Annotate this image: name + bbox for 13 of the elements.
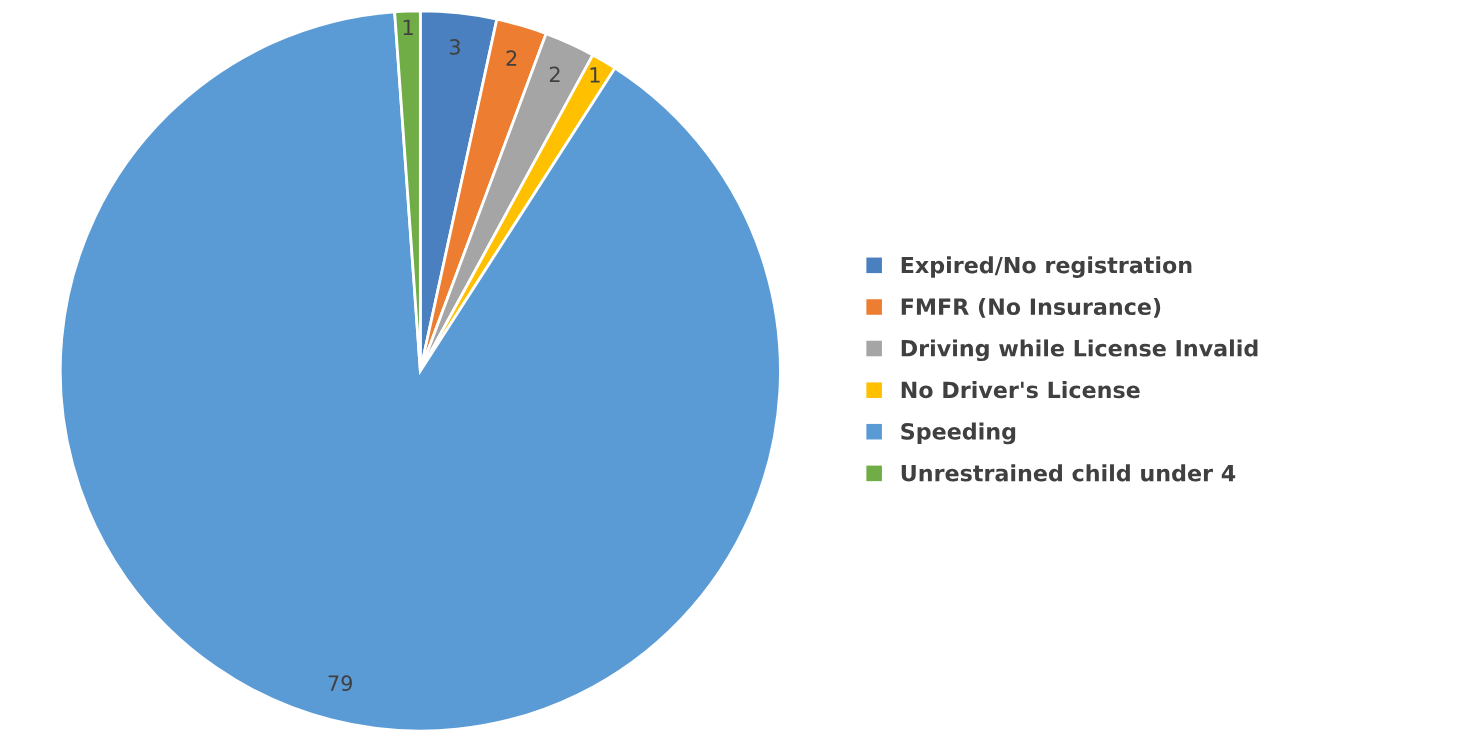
data-label: 1 [590, 67, 600, 83]
data-label: 2 [506, 50, 517, 66]
legend-label: Driving while License Invalid [901, 339, 1258, 362]
data-label: 2 [549, 66, 560, 82]
pie-slice [58, 10, 782, 733]
legend-label: No Driver's License [901, 381, 1140, 399]
legend-label: Unrestrained child under 4 [901, 464, 1236, 482]
legend-label: FMFR (No Insurance) [901, 297, 1161, 318]
legend-label: Speeding [901, 422, 1016, 445]
legend-label: Expired/No registration [901, 256, 1192, 278]
data-label: 79 [328, 675, 352, 692]
data-label: 1 [403, 19, 413, 35]
data-label: 3 [449, 39, 460, 55]
